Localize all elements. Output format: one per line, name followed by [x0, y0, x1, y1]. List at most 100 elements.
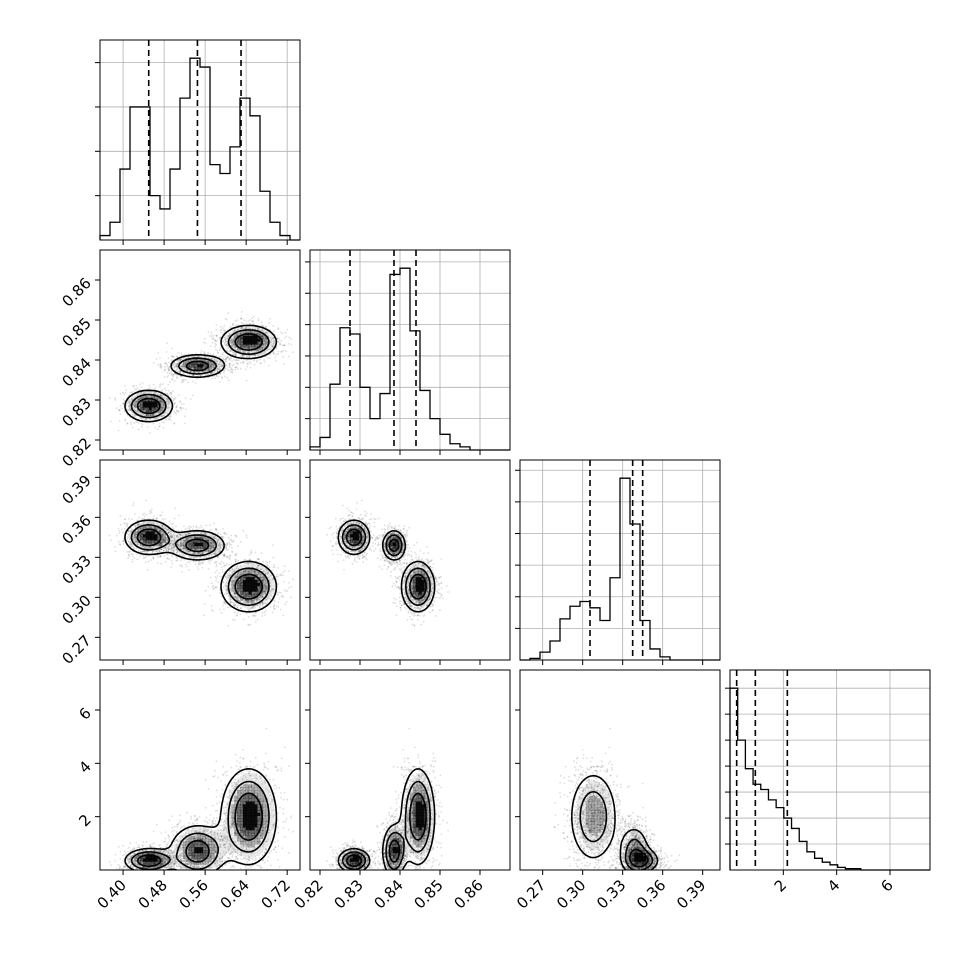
panel-frame [519, 459, 721, 661]
sample-point [171, 550, 173, 552]
sample-point [234, 366, 237, 369]
sample-point [229, 554, 232, 557]
sample-point [247, 569, 250, 572]
sample-point [142, 550, 145, 553]
sample-point [130, 409, 132, 412]
sample-point [171, 544, 174, 546]
sample-point [218, 368, 221, 371]
sample-point [219, 325, 222, 328]
density-cell [240, 338, 244, 342]
sample-point [204, 532, 207, 534]
sample-point [170, 530, 172, 533]
sample-point [136, 523, 138, 526]
sample-point [241, 355, 243, 358]
sample-point [217, 351, 219, 354]
density-cell [205, 355, 209, 359]
sample-point [220, 329, 223, 332]
sample-point [221, 544, 224, 547]
sample-point [209, 528, 212, 531]
sample-point [168, 415, 171, 417]
sample-point [163, 362, 166, 365]
sample-point [227, 356, 230, 359]
sample-point [210, 371, 213, 374]
sample-point [225, 357, 228, 360]
sample-point [225, 544, 228, 546]
density-cell [145, 390, 149, 394]
sample-point [176, 548, 178, 551]
sample-point [247, 351, 249, 354]
density-cell [134, 404, 138, 408]
density-cell [217, 361, 221, 365]
sample-point [251, 317, 254, 320]
sample-point [186, 369, 189, 372]
sample-point [229, 350, 232, 353]
density-cell [208, 364, 212, 368]
sample-point [168, 520, 171, 523]
sample-point [180, 541, 183, 544]
density-cell [268, 332, 272, 337]
sample-point [230, 345, 233, 347]
sample-point [232, 345, 234, 347]
density-cell [202, 364, 207, 368]
sample-point [199, 563, 202, 565]
sample-point [166, 528, 169, 531]
sample-point [210, 542, 213, 544]
sample-point [233, 351, 236, 354]
density-cell [154, 392, 158, 397]
sample-point [175, 412, 178, 415]
sample-point [125, 388, 128, 391]
sample-point [146, 415, 149, 417]
sample-point [134, 404, 137, 407]
sample-point [248, 354, 251, 357]
sample-point [131, 553, 134, 555]
sample-point [243, 351, 246, 354]
sample-point [203, 352, 206, 355]
sample-point [221, 569, 224, 571]
sample-point [290, 585, 293, 588]
sample-point [234, 596, 237, 598]
sample-point [188, 560, 191, 563]
sample-point [211, 367, 213, 370]
sample-point [224, 544, 227, 546]
sample-point [130, 545, 133, 548]
sample-point [269, 342, 272, 344]
sample-point [235, 576, 238, 578]
sample-point [177, 551, 180, 553]
sample-point [159, 545, 161, 548]
sample-point [226, 574, 229, 577]
sample-point [165, 549, 168, 552]
sample-point [172, 373, 175, 376]
histogram-step [729, 687, 930, 871]
sample-point [171, 555, 174, 558]
density-cell [205, 361, 209, 365]
sample-point [160, 415, 163, 418]
sample-point [265, 349, 268, 352]
sample-point [180, 354, 183, 356]
sample-point [150, 522, 153, 525]
sample-point [242, 362, 245, 365]
sample-point [187, 537, 190, 540]
sample-point [280, 595, 283, 598]
sample-point [136, 410, 139, 413]
sample-point [173, 367, 176, 369]
sample-point [247, 609, 250, 611]
sample-point [230, 368, 233, 371]
sample-point [268, 575, 271, 578]
sample-point [265, 586, 267, 589]
sample-point [201, 552, 204, 555]
sample-point [263, 338, 266, 341]
density-cell [231, 344, 235, 348]
sample-point [265, 568, 267, 571]
sample-point [203, 337, 206, 340]
sample-point [163, 370, 166, 373]
sample-point [198, 359, 201, 361]
sample-point [152, 422, 155, 425]
sample-point [166, 372, 169, 374]
sample-point [132, 537, 134, 540]
sample-point [193, 374, 195, 377]
density-cell [242, 341, 247, 345]
sample-point [272, 330, 275, 333]
sample-point [175, 409, 178, 412]
sample-point [264, 337, 267, 339]
sample-point [178, 394, 180, 397]
